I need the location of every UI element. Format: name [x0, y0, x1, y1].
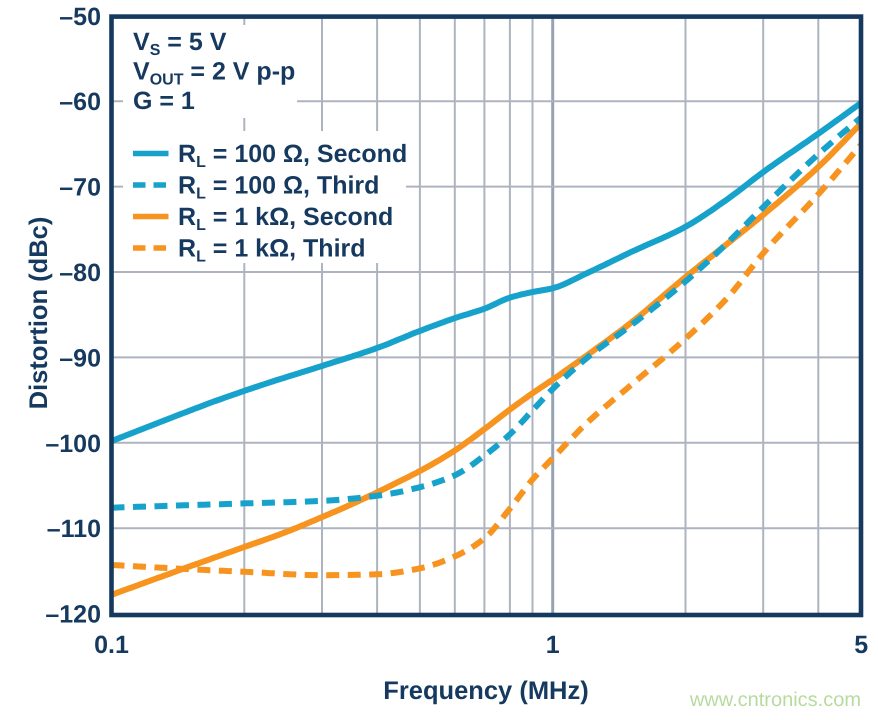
svg-text:G = 1: G = 1	[133, 87, 195, 115]
svg-text:–80: –80	[59, 259, 101, 287]
svg-text:RL = 1 kΩ, Third: RL = 1 kΩ, Third	[178, 235, 366, 266]
svg-text:VS = 5 V: VS = 5 V	[133, 28, 227, 59]
svg-text:–50: –50	[59, 3, 101, 31]
svg-text:–110: –110	[47, 515, 101, 543]
svg-text:–90: –90	[59, 344, 101, 372]
svg-text:RL = 1 kΩ, Second: RL = 1 kΩ, Second	[178, 203, 393, 234]
svg-text:RL = 100 Ω, Third: RL = 100 Ω, Third	[178, 172, 379, 203]
svg-text:–70: –70	[59, 174, 101, 202]
svg-text:0.1: 0.1	[94, 631, 129, 659]
svg-text:Distortion (dBc): Distortion (dBc)	[25, 217, 53, 410]
svg-text:www.cntronics.com: www.cntronics.com	[689, 689, 861, 711]
svg-text:–60: –60	[59, 88, 101, 116]
svg-text:Frequency (MHz): Frequency (MHz)	[383, 677, 588, 705]
svg-text:5: 5	[854, 631, 868, 659]
svg-text:–120: –120	[45, 601, 101, 629]
svg-text:RL = 100 Ω, Second: RL = 100 Ω, Second	[178, 140, 407, 171]
svg-text:–100: –100	[45, 430, 101, 458]
svg-text:1: 1	[546, 631, 560, 659]
